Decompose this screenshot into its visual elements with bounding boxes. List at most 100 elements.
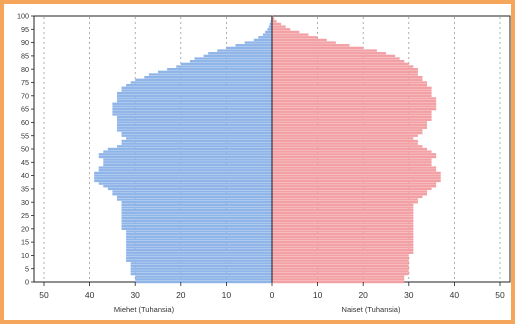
bar-male — [253, 38, 272, 42]
x-axis-label-right: Naiset (Tuhansia) — [342, 305, 401, 314]
x-tick-label: 40 — [85, 290, 95, 300]
bar-male — [116, 123, 273, 127]
bar-female — [272, 139, 418, 143]
bar-male — [116, 118, 273, 121]
y-tick-label: 95 — [21, 25, 29, 34]
bar-female — [272, 81, 428, 84]
bar-female — [272, 278, 405, 281]
bar-female — [272, 203, 414, 207]
bar-female — [272, 240, 414, 244]
bar-female — [272, 49, 377, 52]
bar-male — [158, 70, 272, 74]
x-tick-label: 50 — [495, 290, 505, 300]
bar-female — [272, 211, 414, 215]
bar-female — [272, 179, 441, 183]
bar-male — [135, 280, 272, 284]
bar-female — [272, 118, 432, 121]
bar-male — [103, 161, 272, 164]
bar-female — [272, 110, 432, 113]
bar-female — [272, 254, 409, 257]
bar-female — [272, 147, 428, 151]
bar-female — [272, 60, 405, 63]
y-tick-label: 40 — [21, 171, 29, 180]
bar-male — [103, 185, 272, 188]
bar-female — [272, 150, 432, 153]
x-tick-label: 30 — [404, 290, 414, 300]
y-tick-label: 60 — [21, 118, 29, 127]
bar-female — [272, 102, 437, 105]
bar-female — [272, 219, 414, 223]
bar-female — [272, 208, 414, 212]
bar-female — [272, 145, 423, 148]
y-tick-label: 70 — [21, 91, 29, 100]
bar-male — [121, 134, 273, 137]
bar-female — [272, 65, 414, 68]
bar-male — [121, 219, 273, 223]
bar-female — [272, 91, 432, 95]
x-tick-label: 10 — [222, 290, 232, 300]
bar-female — [272, 166, 437, 169]
bar-male — [126, 243, 272, 246]
bar-male — [265, 30, 272, 34]
bar-female — [272, 121, 428, 124]
bar-male — [116, 195, 273, 199]
bar-male — [121, 142, 273, 145]
bar-female — [272, 38, 327, 42]
bar-female — [272, 89, 432, 92]
bar-male — [103, 163, 272, 167]
bar-male — [112, 107, 273, 111]
bar-male — [94, 177, 272, 180]
bar-female — [272, 44, 350, 47]
bar-male — [226, 46, 272, 50]
bar-female — [272, 190, 428, 193]
bar-female — [272, 193, 428, 196]
y-tick-label: 65 — [21, 105, 29, 114]
bar-female — [272, 246, 414, 249]
bar-female — [272, 262, 409, 265]
bar-male — [121, 203, 273, 207]
bar-male — [112, 193, 273, 196]
bar-male — [130, 262, 272, 265]
bar-male — [121, 211, 273, 215]
bar-male — [176, 65, 272, 68]
y-tick-label: 20 — [21, 224, 29, 233]
bar-female — [272, 33, 309, 36]
y-tick-label: 90 — [21, 38, 29, 47]
bar-female — [272, 177, 441, 180]
bar-male — [135, 278, 272, 281]
bar-female — [272, 54, 396, 58]
bar-male — [98, 155, 272, 159]
bar-female — [272, 272, 409, 276]
bar-male — [194, 57, 272, 60]
bar-female — [272, 256, 409, 260]
bar-female — [272, 115, 432, 119]
bar-female — [272, 187, 432, 191]
bar-male — [98, 169, 272, 172]
bar-male — [121, 222, 273, 225]
bar-male — [121, 208, 273, 212]
bar-male — [112, 190, 273, 193]
population-pyramid-chart: 0 5 10 15 20 25 30 35 40 45 50 55 60 65 70 75 80 85 90 95 10… — [17, 12, 511, 314]
bar-female — [272, 270, 409, 273]
bar-female — [272, 28, 291, 31]
y-tick-label: 5 — [25, 264, 29, 273]
bar-male — [121, 227, 273, 230]
bar-female — [272, 224, 414, 228]
bar-female — [272, 30, 300, 34]
bar-female — [272, 99, 437, 103]
y-tick-label: 45 — [21, 158, 29, 167]
bar-male — [270, 20, 272, 23]
x-tick-label: 20 — [176, 290, 186, 300]
bar-female — [272, 129, 423, 132]
bar-female — [272, 243, 414, 246]
bar-male — [148, 73, 272, 76]
bar-male — [130, 264, 272, 268]
bar-male — [116, 198, 273, 201]
bar-female — [272, 68, 418, 71]
series-naiset — [272, 14, 441, 284]
bar-male — [112, 110, 273, 113]
y-tick-label: 75 — [21, 78, 29, 87]
bar-female — [272, 216, 414, 220]
bar-female — [272, 86, 432, 90]
bar-female — [272, 153, 437, 156]
